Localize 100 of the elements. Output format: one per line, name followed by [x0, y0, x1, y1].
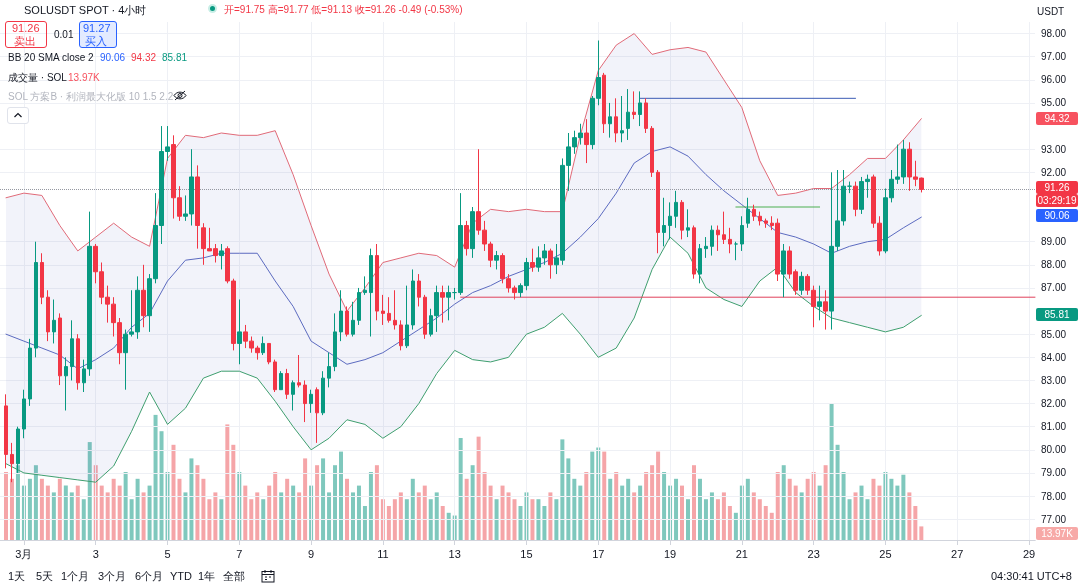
- chart-title: SOLUSDT SPOT · 4小时: [24, 3, 147, 18]
- y-tick-label: 79.00: [1041, 467, 1067, 479]
- annotation: 0.01: [54, 29, 74, 41]
- bar: [422, 485, 427, 540]
- bar: [398, 492, 403, 540]
- candlestick: [668, 201, 672, 240]
- text: 91.26: [1036, 181, 1078, 194]
- annotation: 94.32: [131, 52, 157, 64]
- candlestick: [261, 336, 265, 356]
- bar: [27, 478, 32, 540]
- bar: [823, 465, 828, 540]
- y-tick-label: 77.00: [1041, 513, 1067, 525]
- candlestick: [28, 338, 32, 407]
- candlestick: [70, 319, 74, 381]
- candlestick: [530, 248, 535, 273]
- candlestick: [321, 370, 325, 416]
- bar: [141, 492, 146, 540]
- bar: [709, 492, 714, 540]
- bar: [195, 465, 200, 540]
- x-tick-label: 29: [1022, 547, 1036, 560]
- candlestick: [614, 97, 618, 143]
- candlestick: [76, 333, 80, 391]
- bar: [3, 472, 8, 540]
- bar: [321, 458, 326, 540]
- bar: [799, 492, 804, 540]
- x-tick-label: 5: [164, 547, 171, 560]
- bar: [255, 492, 260, 540]
- y-tick-label: 88.00: [1041, 259, 1067, 271]
- bar: [572, 478, 577, 540]
- bar: [392, 499, 397, 540]
- bar: [703, 499, 708, 540]
- bar: [33, 465, 38, 540]
- bar: [273, 472, 278, 540]
- bar: [805, 478, 810, 540]
- y-tick-label: 80.00: [1041, 444, 1067, 456]
- candlestick: [297, 354, 301, 388]
- bar: [315, 465, 320, 540]
- candlestick: [369, 248, 373, 337]
- bar: [721, 492, 726, 540]
- bar: [416, 492, 421, 540]
- bar: [656, 451, 661, 540]
- x-tick-label: 17: [592, 547, 605, 560]
- x-tick-label: 3: [92, 547, 99, 560]
- y-tick-label: 84.00: [1041, 351, 1067, 363]
- bar: [243, 485, 248, 540]
- bar: [650, 465, 655, 540]
- bar: [231, 444, 236, 540]
- bar: [129, 499, 134, 540]
- candlestick: [686, 208, 690, 238]
- bar: [213, 492, 218, 540]
- candlestick: [710, 225, 714, 257]
- y-tick-label: 97.00: [1041, 51, 1067, 63]
- y-tick-label: 81.00: [1041, 421, 1067, 433]
- bar: [506, 492, 511, 540]
- bar: [817, 485, 822, 540]
- candlestick: [740, 215, 744, 252]
- bar: [727, 506, 732, 540]
- candlestick: [339, 289, 343, 342]
- annotation: SOL 方案B · 利润最大化版 10 1.5 2.2: [8, 91, 174, 103]
- candlestick: [4, 393, 8, 469]
- candlestick: [46, 289, 50, 342]
- bar: [901, 474, 906, 540]
- candlestick: [423, 294, 427, 340]
- bar: [907, 492, 912, 540]
- x-tick-label: 27: [951, 547, 964, 560]
- bar: [751, 492, 756, 540]
- bar: [333, 465, 338, 540]
- bar: [153, 414, 158, 540]
- bar: [877, 485, 882, 540]
- bar: [159, 431, 164, 540]
- bar: [691, 465, 696, 540]
- bar: [680, 485, 685, 540]
- candlestick: [470, 206, 475, 259]
- bar: [267, 485, 272, 540]
- bar: [829, 404, 834, 540]
- bar: [404, 499, 409, 540]
- bar: [632, 492, 637, 540]
- bar: [793, 485, 798, 540]
- bar: [686, 499, 691, 540]
- candlestick: [662, 197, 666, 247]
- bar: [841, 472, 846, 540]
- bar: [919, 526, 924, 540]
- bar: [339, 451, 344, 540]
- text: 5天: [36, 570, 54, 583]
- bar: [249, 499, 254, 540]
- candlestick: [716, 225, 720, 252]
- bar: [189, 458, 194, 540]
- candlestick: [728, 227, 732, 254]
- bar: [590, 451, 595, 540]
- x-tick-label: 9: [308, 547, 315, 560]
- candlestick: [22, 389, 26, 439]
- bar: [715, 499, 720, 540]
- y-tick-label: 92.00: [1041, 166, 1067, 178]
- y-tick-label: 87.00: [1041, 282, 1067, 294]
- candlestick: [333, 312, 337, 372]
- bar: [787, 478, 792, 540]
- y-tick-label: 83.00: [1041, 374, 1067, 386]
- bar: [871, 478, 876, 540]
- bar: [362, 506, 367, 540]
- candlestick: [351, 301, 355, 337]
